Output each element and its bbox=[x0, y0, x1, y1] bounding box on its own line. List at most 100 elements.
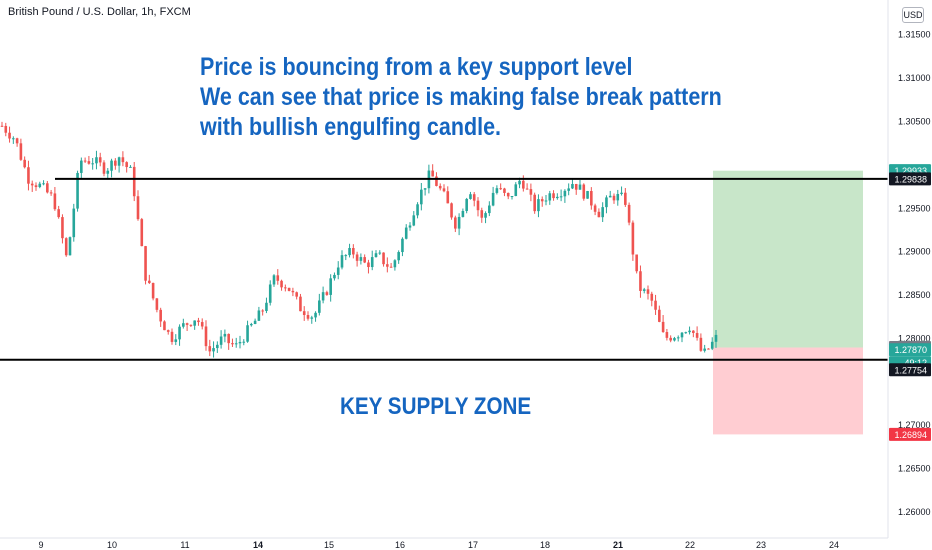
candle-body bbox=[642, 289, 646, 291]
candle-body bbox=[76, 172, 79, 209]
candle-body bbox=[223, 333, 227, 337]
candle-body bbox=[276, 275, 280, 281]
candle-body bbox=[87, 161, 91, 164]
candle-body bbox=[510, 196, 514, 198]
candle-body bbox=[378, 252, 382, 254]
candle-body bbox=[518, 180, 521, 185]
y-tick-label: 1.28000 bbox=[898, 333, 931, 343]
candle-body bbox=[556, 196, 559, 199]
candle-body bbox=[46, 183, 49, 193]
candle-body bbox=[673, 338, 676, 341]
candle-body bbox=[0, 125, 4, 127]
candle-body bbox=[404, 227, 408, 239]
candle-body bbox=[620, 192, 623, 194]
candle-body bbox=[132, 166, 136, 197]
candle-body bbox=[318, 300, 321, 313]
candle-body bbox=[389, 266, 393, 268]
candle-body bbox=[72, 208, 76, 238]
candle-body bbox=[578, 184, 582, 190]
candle-body bbox=[446, 191, 450, 204]
candle-body bbox=[129, 166, 132, 168]
candle-body bbox=[537, 199, 540, 212]
candle-body bbox=[457, 216, 461, 229]
candle-body bbox=[4, 125, 8, 133]
candle-body bbox=[661, 321, 665, 333]
y-tick-label: 1.28500 bbox=[898, 290, 931, 300]
candle-body bbox=[688, 330, 691, 333]
candle-body bbox=[665, 332, 669, 338]
candle-body bbox=[212, 348, 215, 352]
candle-body bbox=[658, 309, 661, 322]
candle-body bbox=[98, 157, 102, 163]
candle-body bbox=[280, 280, 283, 288]
price-label-box bbox=[889, 343, 931, 357]
candle-body bbox=[27, 167, 30, 184]
candle-body bbox=[261, 310, 264, 312]
candle-body bbox=[182, 323, 185, 327]
price-label-text: 1.27870 bbox=[894, 345, 927, 355]
candle-body bbox=[370, 257, 374, 268]
candle-body bbox=[472, 194, 476, 201]
candle-body bbox=[314, 312, 317, 318]
candle-body bbox=[310, 317, 314, 319]
candle-body bbox=[571, 183, 574, 189]
candle-body bbox=[8, 132, 11, 139]
candle-body bbox=[559, 196, 563, 198]
candle-body bbox=[435, 176, 438, 186]
candle-body bbox=[488, 205, 491, 214]
candle-body bbox=[102, 162, 106, 174]
annotation-line: Price is bouncing from a key support lev… bbox=[200, 53, 633, 81]
annotation-line: with bullish engulfing candle. bbox=[200, 113, 501, 141]
candle-body bbox=[257, 310, 261, 321]
price-label-text: 49:12 bbox=[904, 358, 927, 368]
candle-body bbox=[499, 188, 502, 190]
candle-body bbox=[250, 324, 253, 326]
x-tick-label: 18 bbox=[540, 540, 550, 550]
candle-body bbox=[593, 205, 597, 212]
candle-body bbox=[227, 333, 230, 344]
x-tick-label: 22 bbox=[685, 540, 695, 550]
candle-body bbox=[431, 170, 434, 177]
candle-body bbox=[106, 170, 110, 174]
candle-body bbox=[401, 238, 404, 253]
candle-body bbox=[170, 331, 174, 342]
candle-body bbox=[480, 210, 484, 218]
candle-body bbox=[393, 260, 397, 268]
candle-body bbox=[64, 238, 68, 256]
candle-body bbox=[121, 157, 125, 163]
candle-body bbox=[597, 211, 601, 218]
candle-body bbox=[450, 203, 453, 218]
candle-body bbox=[333, 274, 336, 279]
candle-body bbox=[544, 200, 548, 202]
candle-body bbox=[506, 192, 510, 197]
candle-body bbox=[329, 278, 332, 295]
price-labels: 1.299331.298381.278951.2787049:121.27754… bbox=[889, 164, 931, 441]
price-label-box bbox=[889, 172, 931, 186]
candle-body bbox=[238, 341, 242, 344]
price-label-text: 1.29933 bbox=[894, 166, 927, 176]
candle-body bbox=[710, 341, 714, 349]
candle-body bbox=[208, 346, 212, 352]
candle-body bbox=[95, 157, 98, 164]
candle-body bbox=[669, 337, 672, 341]
candle-body bbox=[469, 194, 472, 199]
candle-body bbox=[680, 332, 684, 338]
candle-body bbox=[352, 248, 355, 255]
candle-body bbox=[359, 257, 363, 261]
x-tick-label: 24 bbox=[829, 540, 839, 550]
candle-body bbox=[503, 188, 506, 193]
candle-body bbox=[34, 185, 38, 188]
candle-body bbox=[567, 188, 570, 191]
y-tick-label: 1.26500 bbox=[898, 464, 931, 474]
candle-body bbox=[19, 143, 23, 160]
candle-body bbox=[601, 207, 604, 218]
candle-body bbox=[321, 292, 325, 301]
currency-button[interactable]: USD bbox=[902, 7, 924, 23]
candle-body bbox=[465, 198, 468, 211]
candle-body bbox=[136, 196, 140, 220]
candle-body bbox=[367, 262, 370, 268]
candle-body bbox=[624, 192, 627, 205]
candle-body bbox=[491, 192, 495, 206]
candle-body bbox=[703, 348, 706, 351]
